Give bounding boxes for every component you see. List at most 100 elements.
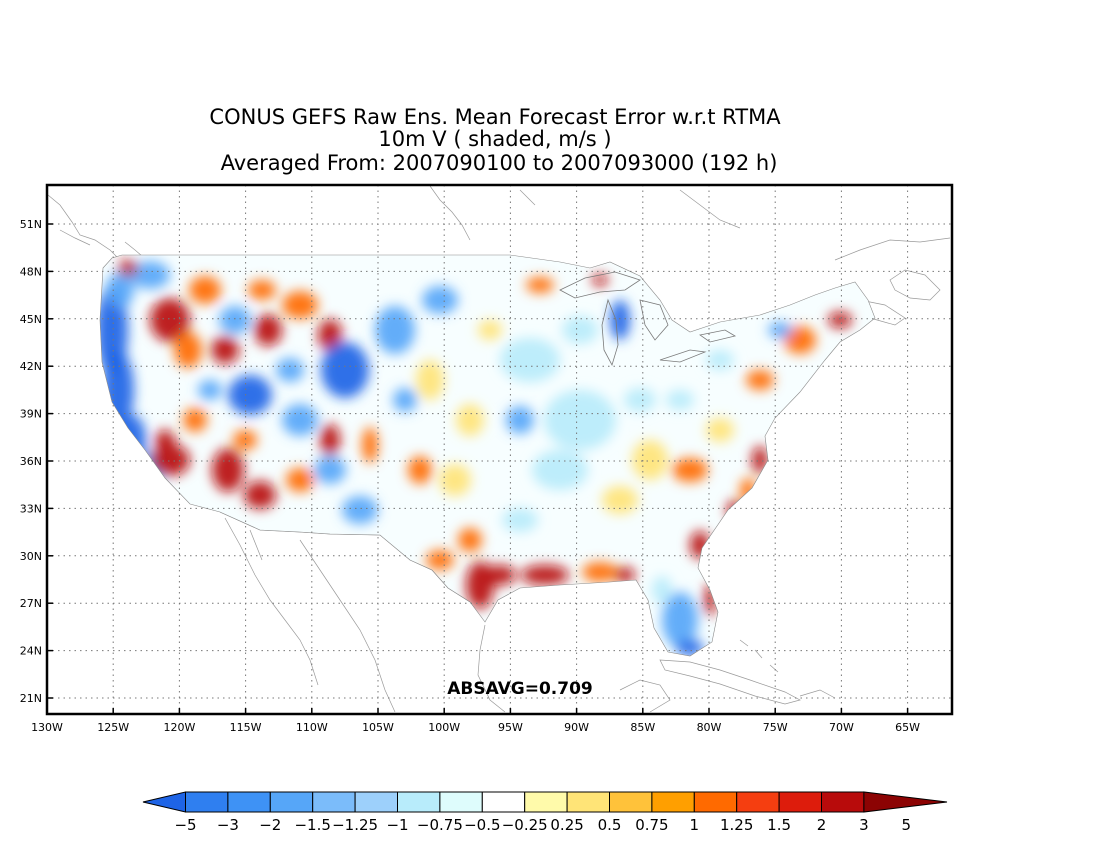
field-blob <box>416 360 444 400</box>
lon-tick-label: 75W <box>763 721 788 734</box>
field-blob <box>582 562 618 582</box>
lat-tick-label: 33N <box>20 502 42 515</box>
field-blob <box>478 320 502 340</box>
colorbar-segment <box>524 791 568 813</box>
field-blob <box>662 592 698 648</box>
colorbar-segment <box>269 791 314 813</box>
lat-tick-label: 48N <box>20 265 42 278</box>
map-axes: 130W 125W 120W 115W 110W 105W 100W 95W 90W 85W 80W… <box>20 218 920 734</box>
field-blob <box>502 508 538 532</box>
canada-islands <box>59 229 143 257</box>
lon-tick-label: 65W <box>895 721 920 734</box>
colorbar-label: 3 <box>859 816 869 834</box>
colorbar-segment <box>185 791 229 813</box>
great-lakes <box>559 271 737 367</box>
baja-california <box>224 517 319 686</box>
conus-outline <box>99 254 876 657</box>
lon-tick-label: 105W <box>362 721 394 734</box>
lat-tick-label: 21N <box>20 692 42 705</box>
hudson-region <box>429 185 536 241</box>
field-blob <box>484 565 516 585</box>
colorbar-label: −0.5 <box>464 816 500 834</box>
lat-tick-label: 39N <box>20 408 42 421</box>
field-blob <box>672 458 708 482</box>
yucatan <box>619 679 671 713</box>
field-blob <box>211 336 239 364</box>
field-blob <box>155 430 175 450</box>
colorbar-segment <box>651 791 695 813</box>
bahamas <box>739 639 779 673</box>
colorbar-label: 2 <box>817 816 827 834</box>
lon-tick-label: 90W <box>564 721 589 734</box>
field-blob <box>248 280 276 300</box>
colorbar-label: 0.25 <box>550 816 583 834</box>
hispaniola <box>799 689 836 699</box>
canada-coast-west <box>47 194 119 259</box>
field-blob <box>282 291 318 319</box>
title-line-2: 10m V ( shaded, m/s ) <box>378 127 611 151</box>
colorbar-label: −3 <box>217 816 239 834</box>
field-blob <box>118 260 138 276</box>
colorbar-label: 5 <box>902 816 912 834</box>
field-blob <box>784 326 816 354</box>
lake-erie <box>659 349 707 363</box>
lon-tick-label: 125W <box>97 721 129 734</box>
field-blob <box>439 464 471 496</box>
lake-superior <box>559 271 641 299</box>
field-blob <box>532 450 588 490</box>
lake-ontario <box>699 329 737 343</box>
lon-tick-label: 120W <box>163 721 195 734</box>
field-blob <box>706 350 734 370</box>
colorbar-label: 0.5 <box>598 816 622 834</box>
field-blob <box>150 298 190 342</box>
colorbar-segment <box>566 791 610 813</box>
field-blob <box>219 306 251 334</box>
lon-tick-label: 80W <box>697 721 722 734</box>
field-blob <box>198 380 222 400</box>
colorbar-segment <box>609 791 653 813</box>
field-blob <box>500 338 560 382</box>
colorbar-segment <box>736 791 780 813</box>
lon-tick-label: 110W <box>296 721 328 734</box>
shaded-field <box>100 255 875 656</box>
colorbar-label: 1 <box>690 816 700 834</box>
lon-tick-label: 95W <box>498 721 523 734</box>
field-blob <box>456 404 484 436</box>
colorbar-segment <box>821 791 865 813</box>
colorbar-label: −0.75 <box>417 816 463 834</box>
lat-tick-label: 30N <box>20 550 42 563</box>
field-blob <box>828 312 852 328</box>
lon-tick-label: 70W <box>829 721 854 734</box>
field-blob <box>150 444 190 476</box>
field-blob <box>666 390 694 410</box>
absavg-label: ABSAVG=0.709 <box>447 679 593 699</box>
field-blob <box>706 418 734 442</box>
lon-tick-label: 85W <box>630 721 655 734</box>
colorbar-right-arrow <box>863 791 948 813</box>
colorbar-label: 1.5 <box>767 816 791 834</box>
lat-tick-label: 42N <box>20 360 42 373</box>
field-blob <box>282 404 318 436</box>
mexico-west-coast <box>299 539 396 713</box>
lat-tick-label: 45N <box>20 313 42 326</box>
field-blob <box>562 316 598 344</box>
field-blob <box>183 408 207 432</box>
colorbar-segment <box>397 791 441 813</box>
colorbar-label: 0.75 <box>635 816 668 834</box>
field-blob <box>408 456 432 484</box>
field-blob <box>746 370 774 390</box>
field-blob <box>610 300 630 340</box>
field-blob <box>174 332 202 368</box>
colorbar-label: 1.25 <box>720 816 753 834</box>
newfoundland <box>889 269 941 301</box>
field-blob <box>393 388 417 412</box>
field-blob <box>318 319 342 351</box>
field-blob <box>602 486 638 514</box>
field-blob <box>652 576 672 604</box>
lake-michigan <box>601 298 619 367</box>
field-blob <box>526 277 554 293</box>
lake-huron <box>639 299 669 341</box>
field-blob <box>375 306 415 354</box>
colorbar-segment <box>778 791 822 813</box>
